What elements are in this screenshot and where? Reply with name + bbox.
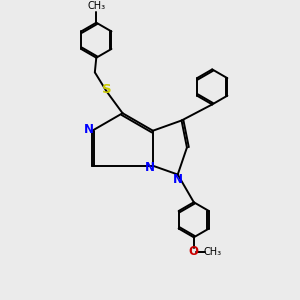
Text: N: N xyxy=(84,123,94,136)
Text: N: N xyxy=(144,161,154,174)
Text: S: S xyxy=(102,83,112,96)
Text: N: N xyxy=(173,173,183,186)
Text: CH₃: CH₃ xyxy=(87,1,105,11)
Text: O: O xyxy=(189,245,199,258)
Text: CH₃: CH₃ xyxy=(203,247,221,257)
